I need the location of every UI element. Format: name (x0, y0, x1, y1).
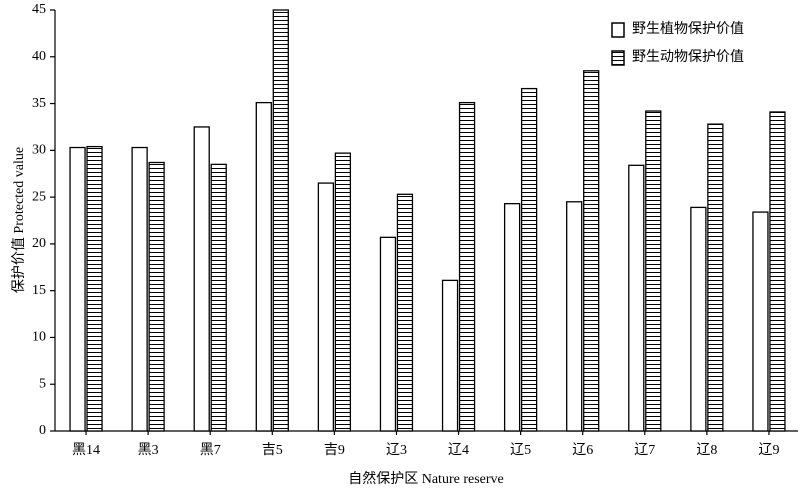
bar (334, 152, 352, 432)
y-tick-label: 0 (39, 423, 46, 438)
bar (503, 203, 521, 432)
x-tick-label: 辽6 (572, 442, 593, 458)
bar (645, 110, 662, 432)
x-axis-title: 自然保护区 Nature reserve (348, 470, 504, 487)
x-tick-label: 吉9 (324, 442, 345, 458)
x-tick-label: 黑3 (138, 443, 159, 458)
legend-label: 野生动物保护价值 (632, 49, 744, 65)
legend-label: 野生植物保护价值 (632, 21, 744, 37)
y-tick-label: 25 (32, 189, 46, 204)
bar (148, 161, 165, 432)
y-tick-label: 20 (32, 236, 46, 251)
bar (272, 9, 289, 432)
y-tick-label: 30 (32, 143, 46, 158)
bar (628, 164, 645, 432)
x-tick-label: 辽4 (448, 442, 469, 458)
y-tick-label: 10 (32, 330, 46, 345)
bar (690, 206, 707, 432)
x-tick-label: 辽5 (510, 442, 531, 458)
bar (458, 101, 476, 432)
x-tick-label: 黑7 (200, 443, 221, 458)
x-tick-label: 辽9 (758, 442, 779, 458)
bar (86, 145, 103, 432)
y-tick-label: 40 (32, 49, 46, 64)
bar (131, 146, 148, 432)
bar (520, 87, 538, 432)
x-tick-label: 辽3 (386, 442, 407, 458)
legend-swatch (611, 22, 625, 38)
y-tick-label: 45 (32, 2, 46, 17)
x-tick-label: 辽8 (696, 442, 717, 458)
bar (396, 193, 414, 432)
bar (752, 211, 769, 432)
bar (441, 279, 459, 432)
y-tick-label: 35 (32, 96, 46, 111)
bar (255, 101, 272, 432)
y-axis-title: 保护价值 Protected value (11, 147, 27, 293)
bar (69, 146, 86, 432)
bar (707, 123, 724, 432)
bar (193, 126, 210, 432)
y-tick-label: 15 (32, 283, 46, 298)
bar (583, 70, 600, 432)
x-tick-label: 黑14 (72, 443, 100, 458)
bar (566, 201, 583, 432)
legend-swatch (611, 50, 625, 66)
y-tick-label: 5 (39, 376, 46, 391)
bar (210, 163, 227, 432)
x-tick-label: 辽7 (634, 442, 655, 458)
bar (769, 111, 786, 432)
bar (379, 236, 397, 432)
bar (317, 182, 335, 432)
x-tick-label: 吉5 (262, 442, 283, 458)
